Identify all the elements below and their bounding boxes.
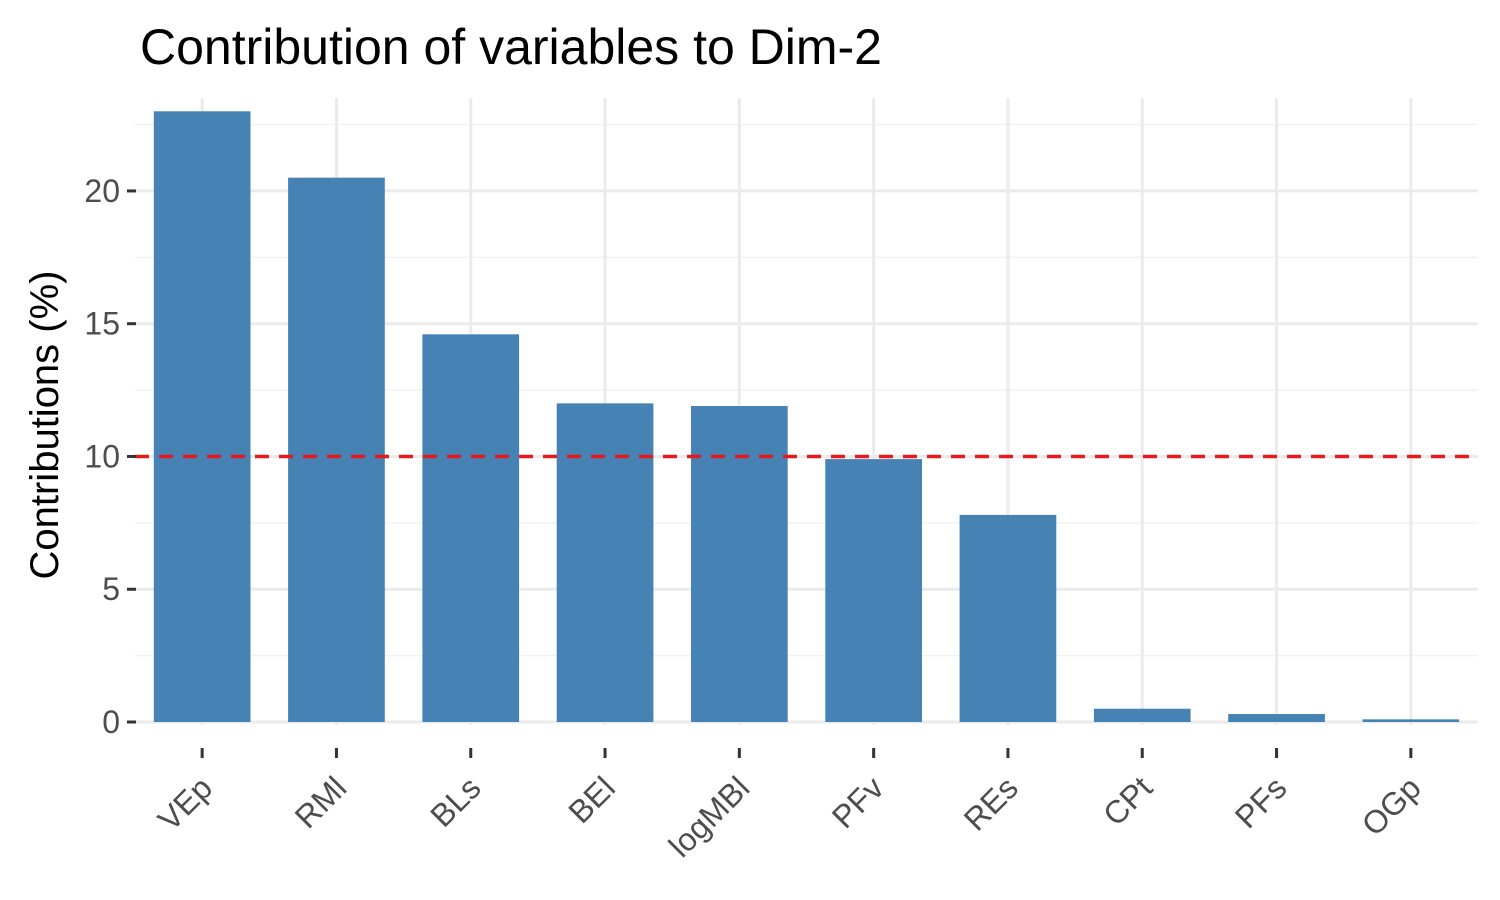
x-tick-label-RMl: RMl: [288, 769, 354, 835]
y-tick-label: 20: [84, 173, 120, 209]
bar-BEl: [556, 403, 654, 722]
y-tick-label: 0: [102, 704, 120, 740]
bar-VEp: [153, 111, 251, 722]
chart-title: Contribution of variables to Dim-2: [140, 19, 882, 75]
bar-logMBl: [691, 406, 788, 722]
bar-CPt: [1093, 708, 1191, 722]
y-axis-title: Contributions (%): [23, 270, 67, 579]
plot-bars: [153, 111, 1460, 723]
bar-RMl: [288, 177, 385, 723]
x-tick-label-BLs: BLs: [423, 769, 487, 833]
x-tick-label-BEl: BEl: [561, 769, 622, 830]
x-tick-label-VEp: VEp: [151, 769, 219, 837]
bar-BLs: [422, 334, 520, 722]
bar-PFs: [1228, 714, 1325, 722]
x-tick-label-OGp: OGp: [1355, 769, 1428, 842]
y-tick-label: 5: [102, 571, 120, 607]
x-tick-label-REs: REs: [957, 769, 1025, 837]
bar-PFv: [825, 459, 922, 722]
bar-OGp: [1362, 719, 1460, 722]
x-tick-label-PFv: PFv: [825, 769, 891, 835]
y-tick-label: 15: [84, 306, 120, 342]
x-tick-label-PFs: PFs: [1228, 769, 1294, 835]
y-tick-label: 10: [84, 438, 120, 474]
y-axis: 0 5 10 15 20: [84, 173, 136, 740]
x-tick-label-logMBl: logMBl: [662, 769, 757, 864]
bar-REs: [959, 514, 1057, 722]
x-axis: VEp RMl BLs BEl logMBl PFv REs CPt PFs OGp: [151, 748, 1428, 864]
x-tick-label-CPt: CPt: [1096, 769, 1159, 832]
